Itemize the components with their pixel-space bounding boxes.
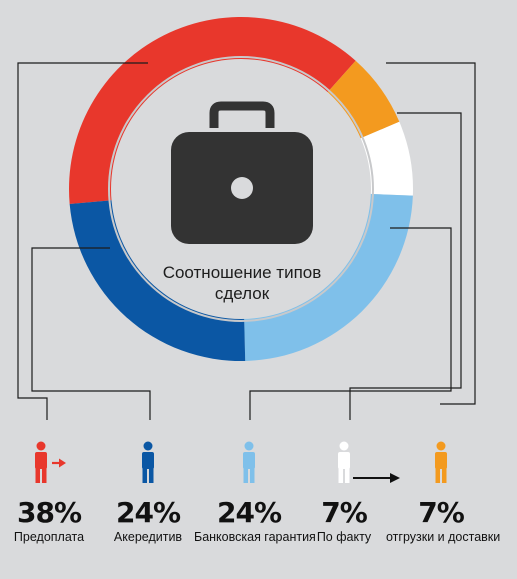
leader-lines xyxy=(17,62,476,420)
leader-line-bank-guarantee xyxy=(249,227,452,420)
legend-pct: 38% xyxy=(16,496,82,529)
donut-slice-1 xyxy=(326,60,400,139)
legend-pct: 7% xyxy=(321,496,368,529)
inner-ring xyxy=(108,56,374,322)
arrow-right-icon xyxy=(52,458,66,468)
legend-pct: 24% xyxy=(115,496,181,529)
legend-item-shipment: 7% отгрузки и доставки xyxy=(386,440,501,544)
center-label: Соотношение типов сделок xyxy=(162,263,322,303)
legend-caption: По факту xyxy=(316,530,372,544)
person-icon xyxy=(435,441,447,483)
legend-pct: 7% xyxy=(418,496,465,529)
leader-line-prepayment xyxy=(17,62,148,420)
briefcase-icon xyxy=(171,101,313,244)
legend-pct: 24% xyxy=(216,496,282,529)
legend-item-on-fact: 7% По факту xyxy=(289,440,399,544)
leader-line-shipment xyxy=(386,62,476,405)
legend-item-bank-guarantee: 24% Банковская гарантия xyxy=(194,440,316,544)
legend-caption: Предоплата xyxy=(13,530,85,544)
legend-caption: отгрузки и доставки xyxy=(386,530,501,544)
legend-item-prepayment: 38% Предоплата xyxy=(0,440,104,544)
donut-slice-3 xyxy=(244,193,413,361)
leader-line-letter-of-credit xyxy=(31,247,151,420)
donut-slice-4 xyxy=(69,200,246,361)
legend-caption: Банковская гарантия xyxy=(194,530,316,544)
legend-item-letter-of-credit: 24% Акередитив xyxy=(93,440,203,544)
person-icon xyxy=(142,441,154,483)
legend-caption: Акередитив xyxy=(113,530,183,544)
person-icon xyxy=(35,441,47,483)
leader-line-on-fact xyxy=(349,112,462,420)
person-icon xyxy=(243,441,255,483)
person-icon xyxy=(338,441,350,483)
